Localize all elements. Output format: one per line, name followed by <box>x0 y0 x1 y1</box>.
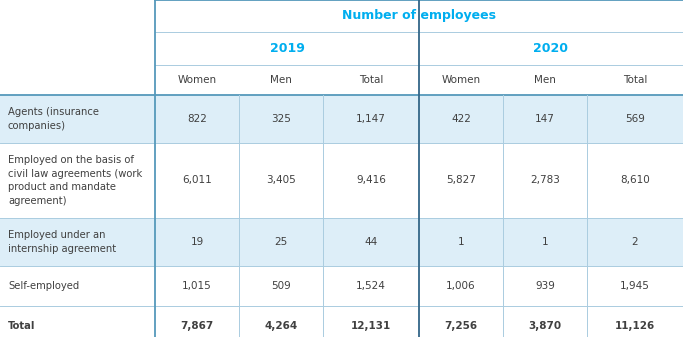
Text: 422: 422 <box>451 114 471 124</box>
Bar <box>0 95 683 143</box>
Text: 44: 44 <box>364 237 378 247</box>
Text: 11,126: 11,126 <box>615 321 655 331</box>
Bar <box>0 143 683 218</box>
Text: 569: 569 <box>625 114 645 124</box>
Text: 25: 25 <box>275 237 288 247</box>
Text: 3,405: 3,405 <box>266 176 296 185</box>
Text: 9,416: 9,416 <box>356 176 386 185</box>
Text: 1,006: 1,006 <box>446 281 476 291</box>
Text: 1: 1 <box>458 237 464 247</box>
Text: 8,610: 8,610 <box>620 176 650 185</box>
Text: 7,256: 7,256 <box>445 321 477 331</box>
Text: 822: 822 <box>187 114 207 124</box>
Text: 1,147: 1,147 <box>356 114 386 124</box>
Text: 12,131: 12,131 <box>351 321 391 331</box>
Text: 2019: 2019 <box>270 42 305 55</box>
Bar <box>155 0 683 32</box>
Text: 19: 19 <box>191 237 204 247</box>
Text: Total: Total <box>623 75 647 85</box>
Text: 2: 2 <box>632 237 639 247</box>
Text: 509: 509 <box>271 281 291 291</box>
Text: Agents (insurance
companies): Agents (insurance companies) <box>8 107 99 131</box>
Text: 147: 147 <box>535 114 555 124</box>
Text: Self-employed: Self-employed <box>8 281 79 291</box>
Text: 325: 325 <box>271 114 291 124</box>
Text: 7,867: 7,867 <box>180 321 214 331</box>
Bar <box>0 306 683 337</box>
Bar <box>0 266 683 306</box>
Text: 939: 939 <box>535 281 555 291</box>
Text: Total: Total <box>359 75 383 85</box>
Text: Employed on the basis of
civil law agreements (work
product and mandate
agreemen: Employed on the basis of civil law agree… <box>8 155 142 206</box>
Text: Women: Women <box>178 75 217 85</box>
Text: 1: 1 <box>542 237 548 247</box>
Text: Men: Men <box>270 75 292 85</box>
Bar <box>155 65 683 95</box>
Text: Employed under an
internship agreement: Employed under an internship agreement <box>8 230 116 254</box>
Text: 1,945: 1,945 <box>620 281 650 291</box>
Text: Total: Total <box>8 321 36 331</box>
Bar <box>0 218 683 266</box>
Text: Men: Men <box>534 75 556 85</box>
Text: Number of employees: Number of employees <box>342 9 496 23</box>
Text: 3,870: 3,870 <box>529 321 561 331</box>
Text: 5,827: 5,827 <box>446 176 476 185</box>
Text: 1,524: 1,524 <box>356 281 386 291</box>
Text: 6,011: 6,011 <box>182 176 212 185</box>
Text: 1,015: 1,015 <box>182 281 212 291</box>
Text: 2,783: 2,783 <box>530 176 560 185</box>
Bar <box>155 32 683 65</box>
Text: Women: Women <box>441 75 481 85</box>
Text: 4,264: 4,264 <box>264 321 298 331</box>
Text: 2020: 2020 <box>533 42 568 55</box>
